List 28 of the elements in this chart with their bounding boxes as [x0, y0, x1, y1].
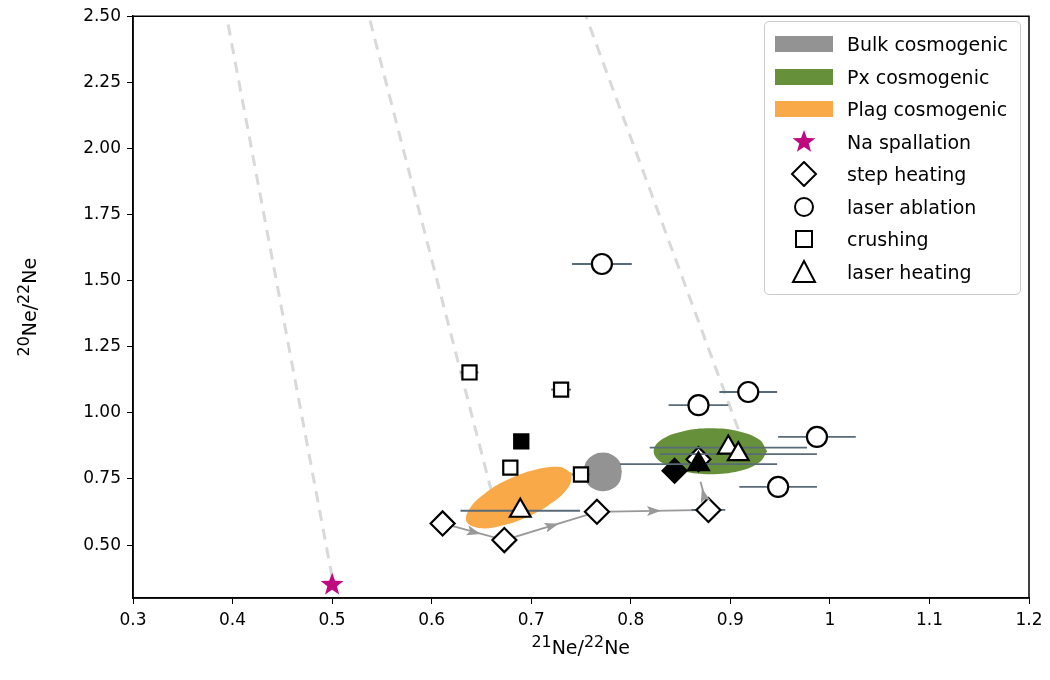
- x-tick-label: 0.9: [716, 608, 744, 629]
- x-tick-label: 0.3: [119, 608, 147, 629]
- x-tick-label: 1.1: [915, 608, 943, 629]
- legend-label: step heating: [847, 163, 967, 186]
- y-tick-label: 2.50: [83, 4, 121, 25]
- x-axis-title: $^{21}$Ne/$^{22}$Ne: [531, 632, 631, 659]
- y-tick-label: 1.25: [83, 335, 121, 356]
- y-tick-label: 0.75: [83, 467, 121, 488]
- x-tick-label: 0.6: [418, 608, 446, 629]
- legend-label: Plag cosmogenic: [847, 98, 1008, 121]
- y-tick-label: 2.00: [83, 136, 121, 157]
- y-tick-label: 1.75: [83, 202, 121, 223]
- x-tick-label: 0.7: [517, 608, 545, 629]
- x-tick-label: 0.8: [617, 608, 645, 629]
- x-tick-label: 1: [824, 608, 836, 629]
- x-tick-label: 0.5: [318, 608, 346, 629]
- y-tick-label: 0.50: [83, 533, 121, 554]
- y-tick-label: 1.00: [83, 401, 121, 422]
- y-tick-label: 1.50: [83, 269, 121, 290]
- legend-label: Px cosmogenic: [847, 65, 990, 88]
- legend-label: crushing: [847, 228, 929, 251]
- x-tick-label: 1.2: [1015, 608, 1043, 629]
- legend-label: laser ablation: [847, 195, 977, 218]
- legend-label: Bulk cosmogenic: [847, 33, 1009, 56]
- legend-label: Na spallation: [847, 130, 972, 153]
- y-tick-label: 2.25: [83, 70, 121, 91]
- x-tick-label: 0.4: [219, 608, 247, 629]
- legend-label: laser heating: [847, 260, 972, 283]
